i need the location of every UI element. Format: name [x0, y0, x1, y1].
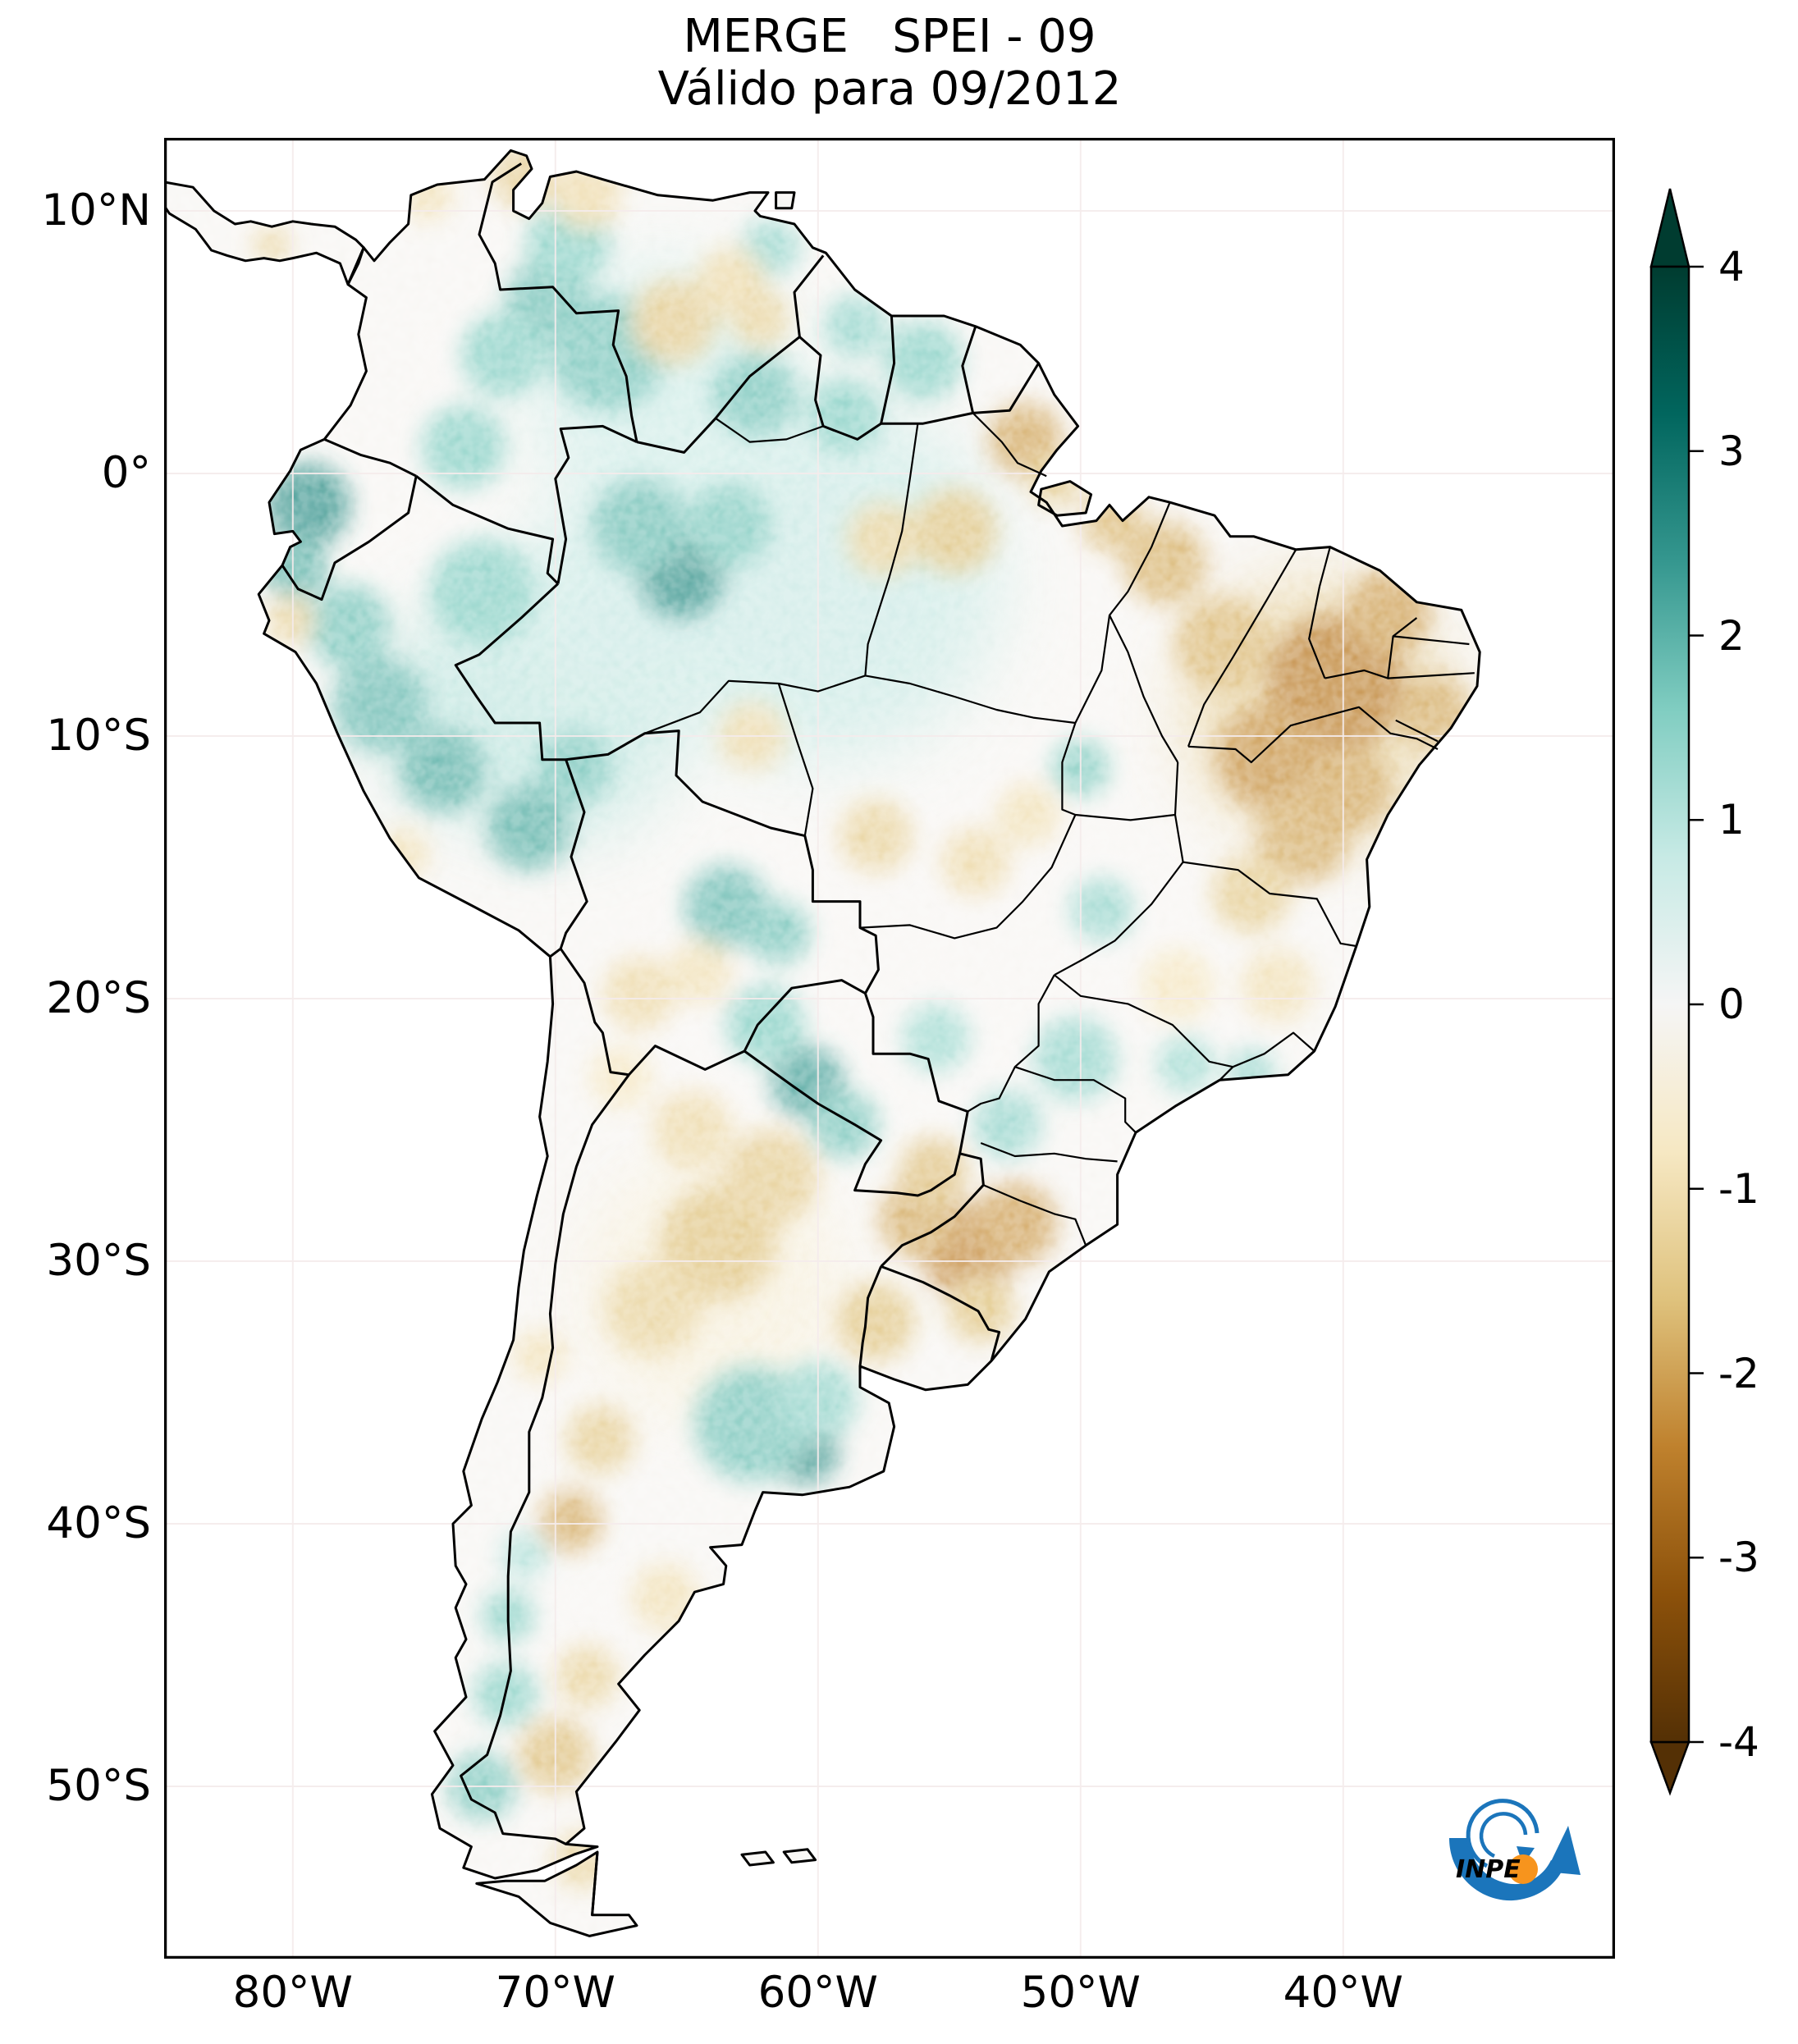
colorbar-tick-label: 1: [1718, 796, 1745, 844]
country-borders: [281, 162, 1040, 1915]
state-border-path: [982, 1184, 1087, 1246]
state-borders: [644, 412, 1475, 1246]
country-border-path: [281, 475, 418, 601]
south-america-map: [164, 138, 1615, 1959]
state-border-path: [1074, 501, 1171, 724]
colorbar-tick-marks: [1689, 265, 1704, 1744]
lon-tick-label: 50°W: [1020, 1968, 1141, 2018]
coastline-path: [1037, 480, 1093, 517]
country-border-path: [863, 993, 969, 1155]
inpe-orange-ball: [1508, 1854, 1538, 1884]
coastlines: [164, 149, 1481, 1937]
country-border-path: [460, 1073, 630, 1845]
colorbar-tick-label: 4: [1718, 243, 1745, 290]
state-border-path: [1308, 546, 1331, 679]
country-border-path: [972, 362, 1040, 414]
state-border-path: [1187, 549, 1297, 748]
lon-tick-label: 60°W: [757, 1968, 878, 2018]
lat-tick-label: 0°: [101, 447, 151, 498]
colorbar-tick-label: -3: [1718, 1534, 1759, 1582]
country-border-path: [858, 1265, 882, 1367]
state-border-path: [1187, 706, 1439, 764]
state-border-path: [864, 423, 919, 676]
inpe-logo-text: INPE: [1456, 1855, 1521, 1884]
graticule-lines: [164, 138, 1615, 1959]
state-border-path: [1061, 722, 1176, 821]
state-border-path: [1393, 635, 1470, 646]
lon-tick-label: 70°W: [495, 1968, 615, 2018]
figure-subtitle: Válido para 09/2012: [657, 62, 1122, 116]
colorbar-tick-label: 3: [1718, 427, 1745, 475]
country-border-path: [628, 1045, 745, 1076]
colorbar-tick-label: -2: [1718, 1349, 1759, 1397]
colorbar-extend-min-arrow: [1649, 1740, 1690, 1796]
country-border-path: [346, 247, 365, 286]
state-border-path: [1324, 669, 1475, 679]
lon-tick-label: 40°W: [1283, 1968, 1403, 2018]
colorbar-tick-label: -1: [1718, 1164, 1759, 1213]
state-border-path: [859, 814, 1077, 940]
state-border-path: [972, 412, 1047, 478]
figure-title: MERGE SPEI - 09: [683, 10, 1096, 63]
state-border-path: [1014, 1066, 1137, 1133]
colorbar-tick-label: -4: [1718, 1718, 1759, 1766]
coastline-path: [164, 181, 365, 286]
country-border-path: [881, 411, 973, 425]
country-border-path: [554, 424, 638, 584]
axes-frame: [164, 138, 1615, 1959]
noise-texture: [164, 150, 1480, 1937]
country-border-path: [798, 336, 882, 441]
country-border-path: [559, 948, 629, 1077]
country-border-path: [743, 1049, 962, 1197]
country-border-path: [549, 759, 588, 958]
state-border-path: [1054, 974, 1315, 1068]
lat-tick-label: 40°S: [46, 1498, 151, 1548]
state-border-path: [1219, 1066, 1234, 1081]
state-border-path: [777, 683, 814, 836]
state-border-path: [715, 417, 824, 443]
inpe-orbit-arc-inner: [1479, 1812, 1528, 1859]
colorbar-tick-label: 0: [1718, 981, 1745, 1028]
colorbar-gradient-bar: [1649, 265, 1690, 1744]
inpe-logo: INPE: [1449, 1799, 1581, 1901]
lon-tick-label: 80°W: [232, 1968, 353, 2018]
coastline-path: [475, 1850, 638, 1937]
lat-tick-label: 20°S: [46, 972, 151, 1023]
lat-tick-label: 50°S: [46, 1760, 151, 1811]
country-border-path: [454, 583, 566, 761]
colorbar-extend-max-arrow: [1649, 188, 1690, 268]
country-border-path: [881, 1264, 1001, 1361]
coastline-path: [740, 1850, 775, 1867]
country-border-path: [880, 1152, 985, 1268]
state-border-path: [1395, 719, 1439, 743]
inpe-swoosh-arrow: [1449, 1838, 1564, 1901]
lat-tick-label: 10°N: [41, 185, 151, 235]
country-border-path: [478, 162, 638, 442]
country-border-path: [323, 438, 417, 478]
country-border-path: [743, 979, 867, 1052]
country-border-path: [591, 1851, 599, 1915]
coastline-path: [257, 149, 1481, 1880]
state-border-path: [865, 674, 1076, 725]
country-border-path: [961, 326, 977, 414]
state-border-path: [1054, 861, 1184, 976]
inpe-swoosh-arrowhead: [1546, 1826, 1581, 1875]
state-border-path: [1174, 761, 1357, 948]
coastline-path: [782, 1848, 817, 1864]
state-border-path: [644, 674, 866, 734]
country-border-path: [880, 315, 896, 424]
coastline-path: [775, 191, 796, 210]
colorbar-tick-label: 2: [1718, 611, 1745, 660]
country-border-path: [415, 475, 560, 585]
state-border-path: [1109, 615, 1179, 763]
colorbar: [1649, 188, 1704, 1796]
country-border-path: [793, 254, 825, 337]
inpe-orbit-arc-outer: [1466, 1799, 1540, 1868]
lat-tick-label: 10°S: [46, 710, 151, 761]
state-border-path: [980, 1141, 1118, 1163]
lat-tick-label: 30°S: [46, 1235, 151, 1286]
